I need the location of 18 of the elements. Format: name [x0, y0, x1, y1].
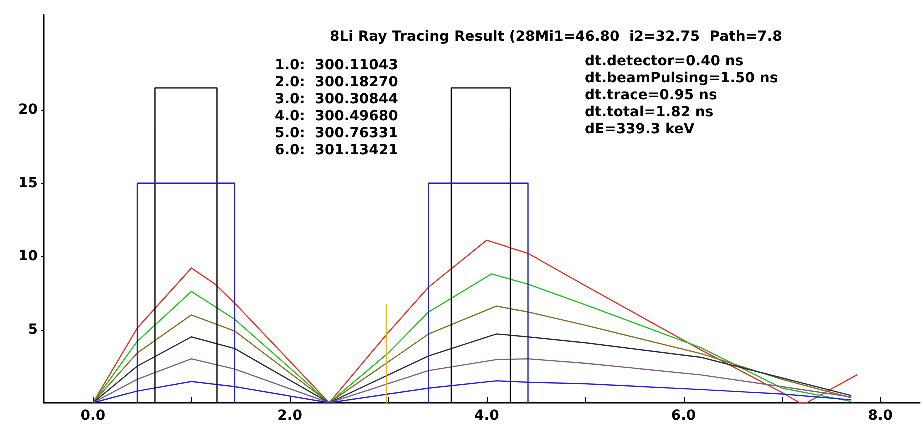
line-series: [92, 334, 852, 404]
x-tick-label: 0.0: [80, 408, 106, 424]
line-series: [92, 380, 852, 404]
x-tick-label: 8.0: [868, 408, 894, 424]
annotation: 1.0: 300.11043 2.0: 300.18270 3.0: 300.30844 4.0: 300.49680 5.0: 300.76331 6.0: 301.13421: [275, 58, 399, 158]
x-tick-label: 4.0: [474, 408, 500, 424]
line-series: [92, 358, 852, 404]
text: 8Li Ray Tracing Result (28Mi1=46.80 i2=32.75 Path=7.8: [330, 29, 782, 45]
y-tick-label: 20: [18, 102, 38, 118]
annotation: dt.detector=0.40 ns dt.beamPulsing=1.50 ns dt.trace=0.95 ns dt.total=1.82 ns dE=339.3 keV: [585, 54, 778, 138]
line-series: [92, 306, 852, 404]
line-series: [92, 240, 858, 404]
y-tick-label: 15: [18, 175, 38, 192]
x-tick-label: 6.0: [671, 408, 696, 424]
x-tick-label: 2.0: [278, 408, 303, 424]
line-series: [92, 274, 852, 404]
y-tick-label: 10: [18, 248, 38, 265]
y-tick-label: 5: [28, 322, 38, 338]
